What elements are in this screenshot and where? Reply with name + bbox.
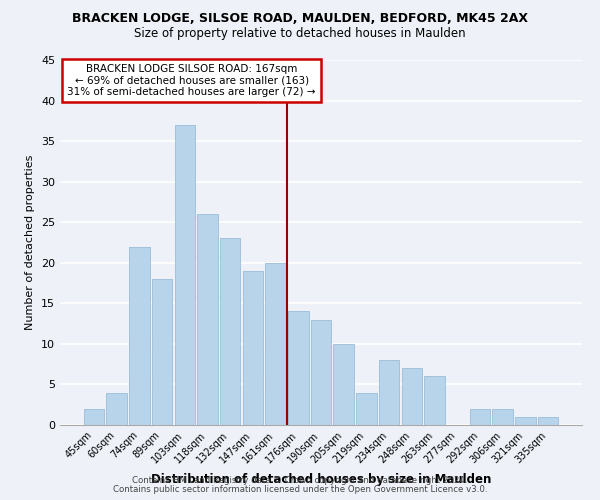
Bar (538, 417, 558, 425)
Bar (401, 368, 422, 425)
Bar (470, 409, 490, 425)
Bar (220, 238, 241, 425)
Bar (334, 344, 354, 425)
Bar (242, 271, 263, 425)
Bar (197, 214, 218, 425)
Bar (129, 246, 149, 425)
Bar (379, 360, 400, 425)
Y-axis label: Number of detached properties: Number of detached properties (25, 155, 35, 330)
Bar (84, 409, 104, 425)
Bar (424, 376, 445, 425)
Bar (106, 392, 127, 425)
Text: Contains HM Land Registry data © Crown copyright and database right 2024.: Contains HM Land Registry data © Crown c… (132, 476, 468, 485)
Text: Size of property relative to detached houses in Maulden: Size of property relative to detached ho… (134, 28, 466, 40)
Text: BRACKEN LODGE SILSOE ROAD: 167sqm
← 69% of detached houses are smaller (163)
31%: BRACKEN LODGE SILSOE ROAD: 167sqm ← 69% … (67, 64, 316, 98)
Bar (493, 409, 513, 425)
Bar (311, 320, 331, 425)
Bar (356, 392, 377, 425)
Text: BRACKEN LODGE, SILSOE ROAD, MAULDEN, BEDFORD, MK45 2AX: BRACKEN LODGE, SILSOE ROAD, MAULDEN, BED… (72, 12, 528, 26)
X-axis label: Distribution of detached houses by size in Maulden: Distribution of detached houses by size … (151, 473, 491, 486)
Bar (265, 263, 286, 425)
Text: Contains public sector information licensed under the Open Government Licence v3: Contains public sector information licen… (113, 485, 487, 494)
Bar (288, 312, 308, 425)
Bar (515, 417, 536, 425)
Bar (152, 279, 172, 425)
Bar (175, 125, 195, 425)
